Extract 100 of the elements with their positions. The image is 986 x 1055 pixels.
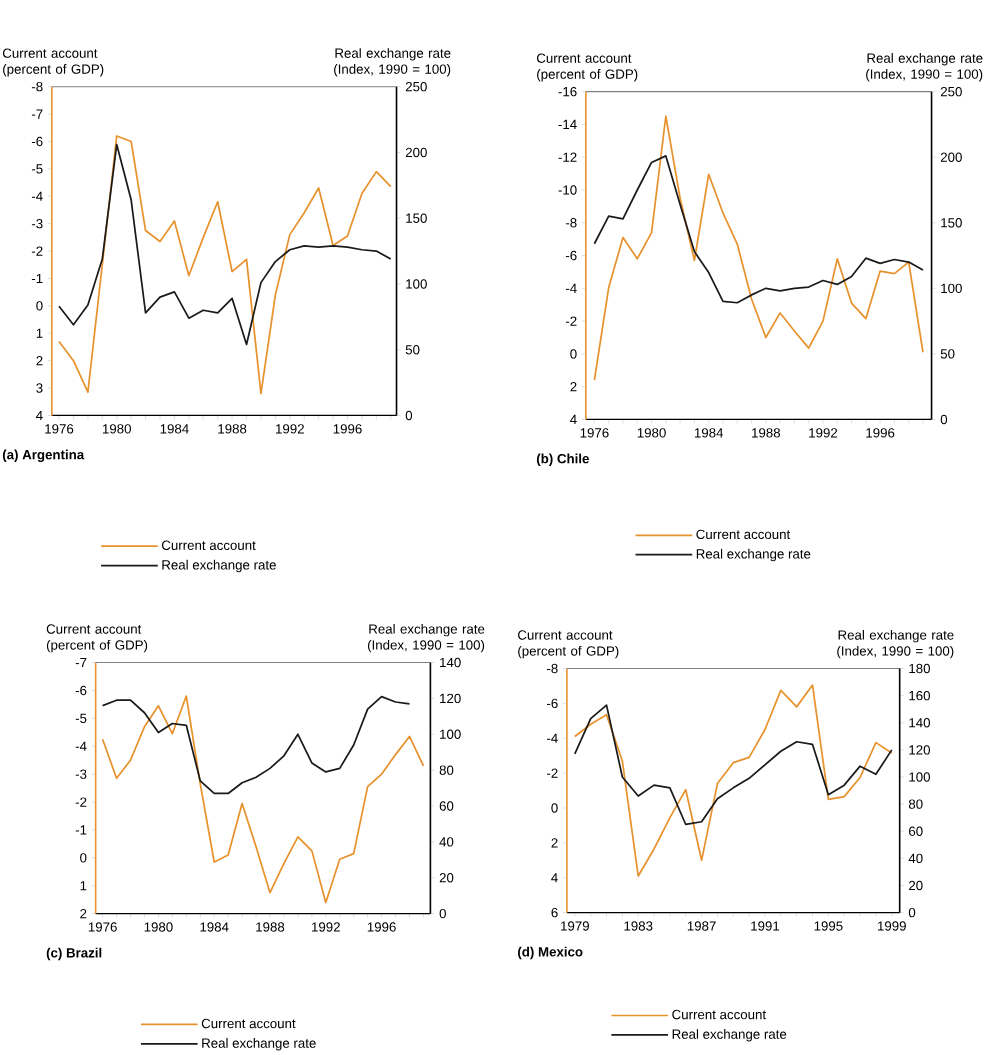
x-tick-label: 1984 <box>694 428 723 438</box>
y2-axis-title: Real exchange rate (Index, 1990 = 100) <box>837 629 954 659</box>
x-tick-label: 1980 <box>144 922 173 932</box>
y-tick-label: 6 <box>551 907 558 918</box>
y-tick-label: -12 <box>558 152 577 162</box>
y-axis-title: Current account (percent of GDP) <box>536 53 638 82</box>
y2-tick-label: 160 <box>909 690 930 701</box>
x-tick-label: 1987 <box>687 921 716 931</box>
y-tick-label: -4 <box>565 283 577 293</box>
y-tick-label: 4 <box>569 414 577 425</box>
y-tick-label: -14 <box>558 119 577 130</box>
y2-axis-title: Real exchange rate (Index, 1990 = 100) <box>865 53 983 82</box>
line-series <box>101 695 425 904</box>
y-tick-label: -5 <box>31 164 43 174</box>
y-axis-title: Current account (percent of GDP) <box>2 48 104 77</box>
legend-label: Current account <box>672 1009 766 1020</box>
x-tick-label: 1988 <box>751 428 780 438</box>
y-tick-label: -6 <box>565 250 577 261</box>
y-tick-label: 2 <box>570 382 577 392</box>
legend-label: Current account <box>696 529 790 540</box>
y-axis-title: Current account (percent of GDP) <box>46 624 147 653</box>
y2-tick-label: 100 <box>941 283 962 294</box>
y2-tick-label: 150 <box>406 213 427 223</box>
y2-tick-label: 0 <box>405 410 412 421</box>
x-tick-label: 1976 <box>88 922 117 932</box>
y-tick-label: -16 <box>558 86 577 97</box>
y-tick-label: -3 <box>75 769 87 779</box>
y2-tick-label: 0 <box>908 907 916 918</box>
y-tick-label: 2 <box>80 908 87 919</box>
y-tick-label: -4 <box>31 191 43 201</box>
x-tick-label: 1979 <box>560 921 589 931</box>
y-tick-label: 1 <box>36 328 43 338</box>
y2-tick-label: 180 <box>909 663 930 674</box>
y-tick-label: 4 <box>550 873 558 883</box>
y-tick-label: 4 <box>35 410 43 421</box>
y2-tick-label: 100 <box>406 279 427 289</box>
y2-axis-title: Real exchange rate (Index, 1990 = 100) <box>333 48 451 77</box>
line-series <box>101 695 411 795</box>
y2-tick-label: 80 <box>439 765 454 775</box>
y-tick-label: -2 <box>546 768 558 778</box>
y-tick-label: 0 <box>79 853 87 863</box>
y2-tick-label: 50 <box>405 345 420 355</box>
x-tick-label: 1991 <box>751 921 779 931</box>
x-tick-label: 1976 <box>580 428 609 438</box>
y-tick-label: -5 <box>75 713 87 723</box>
y2-tick-label: 60 <box>439 801 454 811</box>
x-tick-label: 1984 <box>200 922 229 932</box>
y2-tick-label: 150 <box>941 218 962 228</box>
y-tick-label: -1 <box>31 273 43 284</box>
y-tick-label: -2 <box>75 797 87 807</box>
y-tick-label: 3 <box>36 383 43 393</box>
y2-tick-label: 100 <box>909 772 930 782</box>
text: (a) Argentina <box>2 449 85 463</box>
text: (b) Chile <box>536 453 589 466</box>
y-tick-label: 2 <box>36 356 43 366</box>
x-tick-label: 1992 <box>809 428 837 438</box>
y2-tick-label: 250 <box>940 86 962 97</box>
y-tick-label: -4 <box>546 733 558 743</box>
y2-tick-label: 200 <box>940 152 962 162</box>
y-tick-label: -10 <box>558 185 577 195</box>
x-tick-label: 1980 <box>637 428 666 438</box>
y-tick-label: -6 <box>75 685 87 696</box>
y-tick-label: 2 <box>551 838 558 848</box>
y-tick-label: 1 <box>80 881 87 891</box>
line-series <box>573 704 893 826</box>
y-tick-label: -3 <box>31 218 43 229</box>
y2-tick-label: 250 <box>405 81 427 92</box>
y2-axis-title: Real exchange rate (Index, 1990 = 100) <box>367 624 485 653</box>
y-axis-title: Current account (percent of GDP) <box>517 630 619 659</box>
y2-tick-label: 20 <box>439 873 454 883</box>
y2-tick-label: 0 <box>940 414 947 425</box>
y2-tick-label: 120 <box>439 693 461 704</box>
text: (c) Brazil <box>46 947 102 961</box>
y-tick-label: -7 <box>31 109 43 119</box>
y2-tick-label: 80 <box>908 799 923 809</box>
text: (d) Mexico <box>517 946 583 960</box>
line-series <box>593 115 924 381</box>
line-series <box>573 684 893 877</box>
legend-label: Current account <box>161 540 256 550</box>
y2-tick-label: 120 <box>909 745 930 755</box>
y2-tick-label: 140 <box>909 718 930 728</box>
x-tick-label: 1992 <box>275 424 304 434</box>
line-series <box>593 155 924 304</box>
y-tick-label: -8 <box>565 218 577 228</box>
x-tick-label: 1984 <box>160 424 189 434</box>
x-tick-label: 1988 <box>218 424 247 434</box>
y-tick-label: -8 <box>31 81 43 92</box>
y2-tick-label: 40 <box>439 837 454 847</box>
x-tick-label: 1995 <box>814 921 843 931</box>
y-tick-label: 0 <box>36 301 43 311</box>
y-tick-label: -7 <box>75 657 87 668</box>
legend-label: Current account <box>201 1018 296 1029</box>
y-tick-label: -2 <box>565 316 577 326</box>
legend-label: Real exchange rate <box>162 559 276 573</box>
legend-label: Real exchange rate <box>202 1038 316 1051</box>
y-tick-label: -8 <box>546 663 558 674</box>
x-tick-label: 1992 <box>311 922 340 932</box>
y-tick-label: -2 <box>31 246 43 256</box>
x-tick-label: 1988 <box>256 922 285 932</box>
x-tick-label: 1996 <box>333 424 362 434</box>
